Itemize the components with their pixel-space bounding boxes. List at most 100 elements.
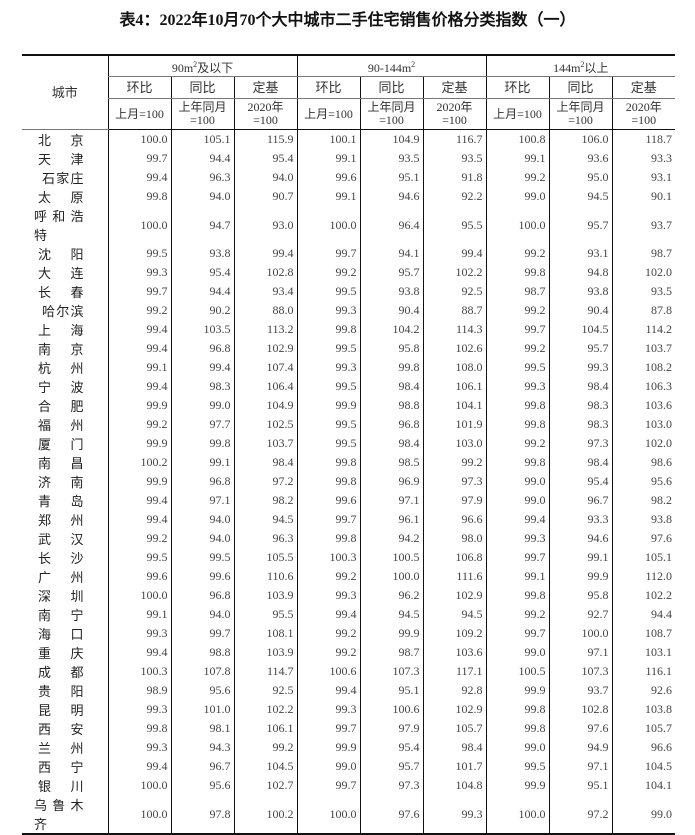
index-value: 99.7 xyxy=(107,282,171,301)
city-name: 长沙 xyxy=(38,551,84,566)
index-value: 102.9 xyxy=(233,339,297,358)
index-value: 92.6 xyxy=(611,681,675,700)
index-value: 100.5 xyxy=(485,662,549,681)
index-value: 99.5 xyxy=(296,415,360,434)
table-row: 武汉 99.2 94.0 96.3 99.8 94.2 98.0 99.3 94.6 97.6 xyxy=(22,529,675,548)
index-value: 99.3 xyxy=(107,738,171,757)
index-value: 96.7 xyxy=(548,491,612,510)
city-name: 昆明 xyxy=(38,703,84,718)
index-value: 97.1 xyxy=(359,491,423,510)
index-value: 100.6 xyxy=(359,700,423,719)
index-value: 93.5 xyxy=(422,149,486,168)
table-row: 广州 99.6 99.6 110.6 99.2 100.0 111.6 99.1 99.9 112… xyxy=(22,567,675,586)
index-value: 100.0 xyxy=(107,776,171,795)
index-value: 95.4 xyxy=(170,263,234,282)
city-name: 北京 xyxy=(38,133,84,148)
index-value: 99.2 xyxy=(233,738,297,757)
index-value: 99.9 xyxy=(296,396,360,415)
table-row: 青岛 99.4 97.1 98.2 99.6 97.1 97.9 99.0 96.7 98.2 xyxy=(22,491,675,510)
city-name: 乌鲁木齐 xyxy=(22,795,108,835)
index-value: 96.9 xyxy=(359,472,423,491)
index-value: 99.9 xyxy=(485,681,549,700)
index-value: 99.9 xyxy=(548,567,612,586)
index-value: 93.5 xyxy=(611,282,675,301)
table-row: 南京 99.4 96.8 102.9 99.5 95.8 102.6 99.2 95.7 103.… xyxy=(22,339,675,358)
index-value: 99.3 xyxy=(548,358,612,377)
index-value: 99.5 xyxy=(107,244,171,263)
index-value: 98.8 xyxy=(170,643,234,662)
index-value: 96.6 xyxy=(422,510,486,529)
index-value: 99.8 xyxy=(485,396,549,415)
index-value: 98.3 xyxy=(170,377,234,396)
city-name: 哈尔滨 xyxy=(42,304,84,319)
table-row: 天津 99.7 94.4 95.4 99.1 93.5 93.5 99.1 93.6 93.3 xyxy=(22,149,675,168)
index-value: 101.7 xyxy=(422,757,486,776)
index-value: 99.3 xyxy=(296,301,360,320)
index-value: 96.4 xyxy=(359,206,423,244)
index-value: 98.4 xyxy=(548,377,612,396)
index-value: 99.8 xyxy=(485,453,549,472)
index-value: 106.3 xyxy=(611,377,675,396)
index-value: 106.0 xyxy=(548,129,612,149)
index-value: 97.7 xyxy=(170,415,234,434)
index-value: 99.5 xyxy=(296,377,360,396)
city-name: 成都 xyxy=(38,665,84,680)
index-value: 97.2 xyxy=(233,472,297,491)
index-value: 100.0 xyxy=(296,206,360,244)
index-value: 104.1 xyxy=(422,396,486,415)
index-value: 98.2 xyxy=(233,491,297,510)
index-value: 100.3 xyxy=(296,548,360,567)
index-value: 99.8 xyxy=(107,719,171,738)
index-value: 99.4 xyxy=(485,510,549,529)
city-name: 厦门 xyxy=(38,437,84,452)
unit-header: 2020年 =100 xyxy=(422,98,486,130)
index-value: 94.6 xyxy=(359,187,423,206)
index-value: 98.7 xyxy=(359,643,423,662)
index-value: 99.8 xyxy=(296,529,360,548)
index-value: 99.3 xyxy=(296,700,360,719)
index-value: 103.7 xyxy=(233,434,297,453)
index-value: 105.7 xyxy=(422,719,486,738)
index-value: 97.6 xyxy=(611,529,675,548)
index-value: 94.5 xyxy=(359,605,423,624)
index-value: 99.3 xyxy=(485,529,549,548)
index-value: 99.3 xyxy=(485,377,549,396)
index-value: 98.5 xyxy=(359,453,423,472)
index-value: 100.8 xyxy=(485,129,549,149)
index-value: 95.5 xyxy=(233,605,297,624)
index-value: 94.9 xyxy=(548,738,612,757)
city-name: 合肥 xyxy=(38,399,84,414)
index-value: 99.8 xyxy=(485,700,549,719)
sub-header: 同比 xyxy=(170,76,234,99)
index-value: 95.4 xyxy=(548,472,612,491)
index-value: 99.6 xyxy=(296,491,360,510)
index-value: 106.4 xyxy=(233,377,297,396)
city-name: 上海 xyxy=(38,323,84,338)
table-row: 上海 99.4 103.5 113.2 99.8 104.2 114.3 99.7 104.5 1… xyxy=(22,320,675,339)
index-value: 99.0 xyxy=(296,757,360,776)
sub-header: 环比 xyxy=(296,76,360,99)
index-value: 113.2 xyxy=(233,320,297,339)
index-value: 94.6 xyxy=(548,529,612,548)
index-value: 98.2 xyxy=(611,491,675,510)
index-value: 100.0 xyxy=(485,206,549,244)
index-value: 94.7 xyxy=(170,206,234,244)
table-row: 太原 99.8 94.0 90.7 99.1 94.6 92.2 99.0 94.5 90.1 xyxy=(22,187,675,206)
index-value: 99.7 xyxy=(107,149,171,168)
index-value: 99.6 xyxy=(107,567,171,586)
index-value: 102.6 xyxy=(422,339,486,358)
index-value: 94.3 xyxy=(170,738,234,757)
index-value: 99.2 xyxy=(107,529,171,548)
index-value: 104.2 xyxy=(359,320,423,339)
index-value: 99.8 xyxy=(296,472,360,491)
table-row: 大连 99.3 95.4 102.8 99.2 95.7 102.2 99.8 94.8 102.… xyxy=(22,263,675,282)
index-value: 94.4 xyxy=(611,605,675,624)
index-value: 103.8 xyxy=(611,700,675,719)
index-value: 92.5 xyxy=(233,681,297,700)
city-name: 郑州 xyxy=(38,513,84,528)
index-value: 99.3 xyxy=(107,700,171,719)
index-value: 93.4 xyxy=(233,282,297,301)
index-value: 99.7 xyxy=(296,719,360,738)
index-value: 99.7 xyxy=(296,244,360,263)
index-value: 116.1 xyxy=(611,662,675,681)
